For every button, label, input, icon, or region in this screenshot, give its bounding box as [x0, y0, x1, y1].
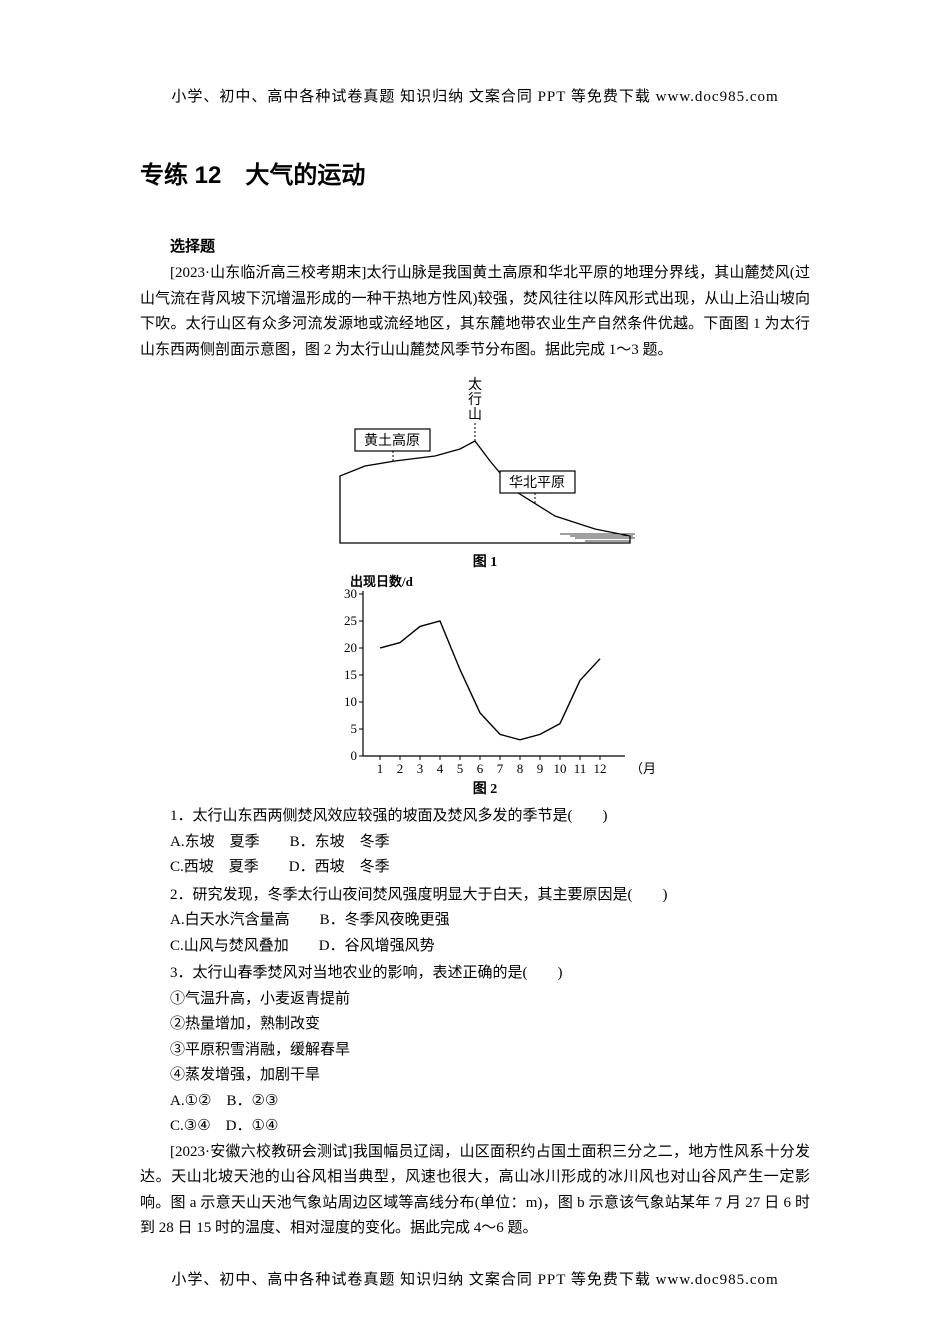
- q1-opt-a: A.东坡 夏季: [170, 834, 260, 850]
- svg-text:15: 15: [344, 667, 357, 682]
- q2-options-row1: A.白天水汽含量高 B．冬季风夜晚更强: [140, 908, 810, 934]
- figure-1-svg: 太 行 山 黄土高原 华北平原 图 1: [295, 371, 655, 571]
- svg-text:6: 6: [477, 761, 484, 776]
- q1-opt-b: B．东坡 冬季: [290, 834, 390, 850]
- q2-opt-c: C.山风与焚风叠加: [170, 938, 289, 954]
- q2-opt-d: D．谷风增强风势: [319, 938, 435, 954]
- q3-opt-c: C.③④: [170, 1118, 211, 1134]
- svg-text:华北平原: 华北平原: [509, 475, 565, 491]
- figure-2-svg: 出现日数/d 0 5 10 15 20 25 30 1 2 3 4 5 6 7 …: [295, 571, 655, 796]
- svg-text:12: 12: [594, 761, 607, 776]
- main-title: 专练 12 大气的运动: [140, 155, 810, 190]
- q3-sub3: ③平原积雪消融，缓解春旱: [140, 1038, 810, 1064]
- svg-text:10: 10: [554, 761, 567, 776]
- x-axis-label: （月）: [630, 761, 655, 776]
- svg-text:5: 5: [457, 761, 464, 776]
- svg-text:7: 7: [497, 761, 504, 776]
- q3-opt-a: A.①②: [170, 1093, 211, 1109]
- svg-text:0: 0: [351, 748, 358, 763]
- svg-text:8: 8: [517, 761, 524, 776]
- question-2: 2．研究发现，冬季太行山夜间焚风强度明显大于白天，其主要原因是( ): [140, 883, 810, 909]
- svg-text:行: 行: [468, 392, 482, 408]
- q2-opt-b: B．冬季风夜晚更强: [320, 912, 450, 928]
- data-line: [380, 621, 600, 740]
- q3-opt-b: B．②③: [227, 1093, 279, 1109]
- svg-text:黄土高原: 黄土高原: [364, 432, 420, 449]
- q3-sub1: ①气温升高，小麦返青提前: [140, 987, 810, 1013]
- q2-options-row2: C.山风与焚风叠加 D．谷风增强风势: [140, 934, 810, 960]
- q3-sub4: ④蒸发增强，加剧干旱: [140, 1063, 810, 1089]
- svg-text:山: 山: [468, 407, 482, 423]
- q3-sub2: ②热量增加，熟制改变: [140, 1012, 810, 1038]
- passage-1: [2023·山东临沂高三校考期末]太行山脉是我国黄土高原和华北平原的地理分界线，…: [140, 261, 810, 363]
- page-footer: 小学、初中、高中各种试卷真题 知识归纳 文案合同 PPT 等免费下载 www.d…: [0, 1268, 950, 1289]
- question-1: 1．太行山东西两侧焚风效应较强的坡面及焚风多发的季节是( ): [140, 804, 810, 830]
- svg-text:5: 5: [351, 721, 358, 736]
- figure-1-container: 太 行 山 黄土高原 华北平原 图 1 出现日数/d 0: [140, 371, 810, 796]
- q3-opt-d: D．①④: [226, 1118, 279, 1134]
- y-axis-label: 出现日数/d: [350, 574, 414, 589]
- svg-text:9: 9: [537, 761, 544, 776]
- svg-text:20: 20: [344, 640, 357, 655]
- svg-text:11: 11: [574, 761, 587, 776]
- q1-options-row2: C.西坡 夏季 D．西坡 冬季: [140, 855, 810, 881]
- svg-text:2: 2: [397, 761, 404, 776]
- figure-1-caption: 图 1: [473, 554, 498, 570]
- question-3: 3．太行山春季焚风对当地农业的影响，表述正确的是( ): [140, 961, 810, 987]
- page-header: 小学、初中、高中各种试卷真题 知识归纳 文案合同 PPT 等免费下载 www.d…: [0, 85, 950, 106]
- q1-opt-d: D．西坡 冬季: [289, 859, 390, 875]
- svg-text:30: 30: [344, 586, 357, 601]
- figure-2-caption: 图 2: [473, 781, 498, 796]
- svg-text:10: 10: [344, 694, 357, 709]
- section-label: 选择题: [140, 235, 810, 256]
- q1-opt-c: C.西坡 夏季: [170, 859, 259, 875]
- q1-options-row1: A.东坡 夏季 B．东坡 冬季: [140, 830, 810, 856]
- svg-text:4: 4: [437, 761, 444, 776]
- svg-text:3: 3: [417, 761, 424, 776]
- q3-options-row2: C.③④ D．①④: [140, 1114, 810, 1140]
- q2-opt-a: A.白天水汽含量高: [170, 912, 290, 928]
- svg-text:太: 太: [468, 377, 482, 393]
- svg-text:25: 25: [344, 613, 357, 628]
- svg-text:1: 1: [377, 761, 384, 776]
- q3-options-row1: A.①② B．②③: [140, 1089, 810, 1115]
- passage-2: [2023·安徽六校教研会测试]我国幅员辽阔，山区面积约占国土面积三分之二，地方…: [140, 1140, 810, 1242]
